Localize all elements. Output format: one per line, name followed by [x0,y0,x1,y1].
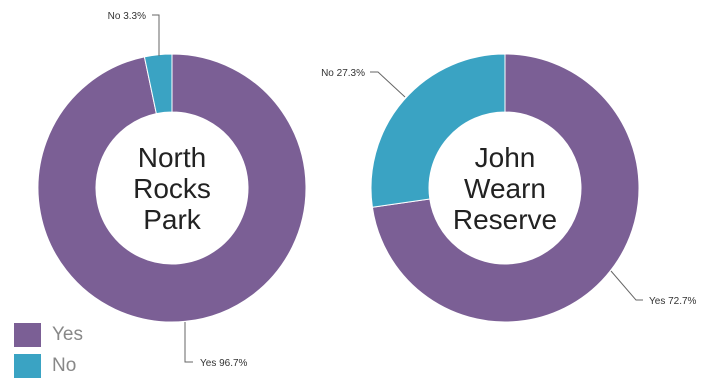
legend-item-yes: Yes [14,319,83,350]
legend-label-no: No [52,354,77,376]
slice-no [370,53,506,208]
slice-yes [371,53,640,323]
callout-line-yes [184,322,193,363]
legend-swatch-yes [14,322,41,347]
center-label-line: Reserve [453,204,557,235]
callout-line-yes [610,270,643,301]
legend-label-yes: Yes [52,323,83,345]
center-label-line: North [138,142,206,173]
callout-label-no: No 27.3% [321,68,365,79]
center-label-line: Wearn [464,173,546,204]
callout-label-yes: Yes 72.7% [649,296,697,307]
legend: Yes No [14,319,83,381]
center-label-line: Rocks [133,173,211,204]
legend-item-no: No [14,350,83,381]
slice-no [143,53,173,115]
slice-yes [37,53,307,323]
callout-line-no [152,14,160,56]
center-label-line: John [475,142,536,173]
callout-label-yes: Yes 96.7% [200,358,248,369]
callout-line-no [370,71,406,98]
center-label-line: Park [143,204,202,235]
callout-label-no: No 3.3% [108,11,146,22]
